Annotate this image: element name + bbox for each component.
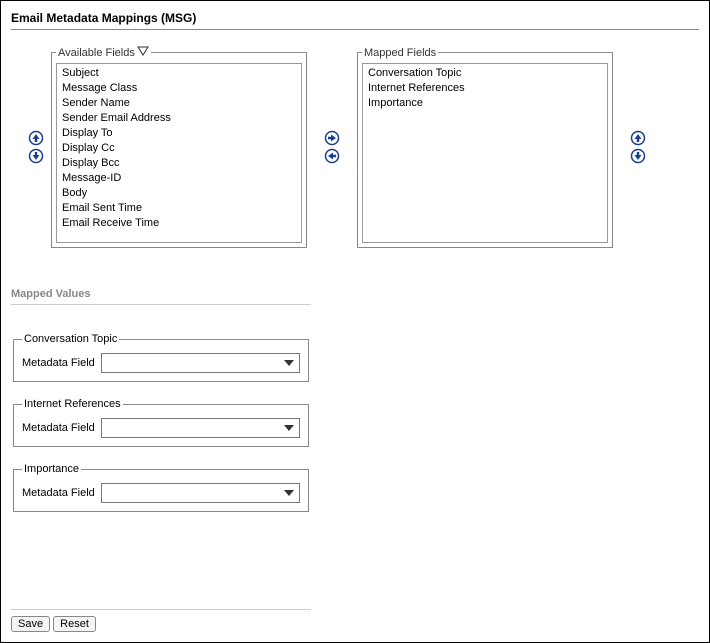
list-item[interactable]: Display Cc — [60, 141, 298, 156]
available-move-up-button[interactable] — [28, 130, 44, 146]
list-item[interactable]: Email Receive Time — [60, 216, 298, 231]
mapped-move-up-button[interactable] — [630, 130, 646, 146]
available-reorder-arrows — [21, 130, 51, 164]
metadata-field-select[interactable] — [101, 418, 300, 438]
move-to-mapped-button[interactable] — [324, 130, 340, 146]
available-move-down-button[interactable] — [28, 148, 44, 164]
chevron-down-icon — [281, 356, 297, 370]
list-item[interactable]: Email Sent Time — [60, 201, 298, 216]
list-item[interactable]: Display To — [60, 126, 298, 141]
mapped-value-row: Metadata Field — [22, 353, 300, 373]
mapped-fields-legend: Mapped Fields — [362, 47, 438, 59]
mapping-row: Available Fields SubjectMessage ClassSen… — [21, 46, 699, 248]
list-item[interactable]: Body — [60, 186, 298, 201]
metadata-field-select[interactable] — [101, 483, 300, 503]
metadata-field-select[interactable] — [101, 353, 300, 373]
mapped-reorder-arrows — [623, 130, 653, 164]
save-button[interactable]: Save — [11, 616, 50, 632]
list-item[interactable]: Conversation Topic — [366, 66, 604, 81]
available-fields-legend: Available Fields — [56, 46, 151, 59]
page-root: Email Metadata Mappings (MSG) Avail — [0, 0, 710, 643]
list-item[interactable]: Sender Name — [60, 96, 298, 111]
available-fields-legend-text: Available Fields — [58, 47, 135, 59]
sort-toggle-button[interactable] — [137, 46, 149, 59]
chevron-down-icon — [281, 486, 297, 500]
list-item[interactable]: Internet References — [366, 81, 604, 96]
list-item[interactable]: Display Bcc — [60, 156, 298, 171]
page-title: Email Metadata Mappings (MSG) — [11, 9, 699, 30]
mapped-value-legend: Importance — [22, 463, 81, 475]
arrow-right-icon — [324, 130, 340, 146]
arrow-down-icon — [28, 148, 44, 164]
mapped-fields-group: Mapped Fields Conversation TopicInternet… — [357, 47, 613, 248]
mapped-value-row: Metadata Field — [22, 483, 300, 503]
mapped-value-group: Conversation Topic Metadata Field — [13, 333, 309, 382]
footer-divider — [11, 609, 311, 610]
available-fields-group: Available Fields SubjectMessage ClassSen… — [51, 46, 307, 248]
mapped-move-down-button[interactable] — [630, 148, 646, 164]
arrow-down-icon — [630, 148, 646, 164]
list-item[interactable]: Subject — [60, 66, 298, 81]
reset-button[interactable]: Reset — [53, 616, 96, 632]
list-item[interactable]: Importance — [366, 96, 604, 111]
metadata-field-label: Metadata Field — [22, 422, 95, 434]
mapped-value-row: Metadata Field — [22, 418, 300, 438]
arrow-up-icon — [28, 130, 44, 146]
mapped-fields-listbox[interactable]: Conversation TopicInternet ReferencesImp… — [362, 63, 608, 243]
metadata-field-label: Metadata Field — [22, 357, 95, 369]
available-fields-listbox[interactable]: SubjectMessage ClassSender NameSender Em… — [56, 63, 302, 243]
mapped-value-legend: Internet References — [22, 398, 123, 410]
arrow-left-icon — [324, 148, 340, 164]
mapped-value-legend: Conversation Topic — [22, 333, 119, 345]
list-item[interactable]: Message Class — [60, 81, 298, 96]
mapped-value-group: Importance Metadata Field — [13, 463, 309, 512]
mapped-value-group: Internet References Metadata Field — [13, 398, 309, 447]
list-item[interactable]: Message-ID — [60, 171, 298, 186]
move-to-available-button[interactable] — [324, 148, 340, 164]
sort-desc-icon — [137, 46, 149, 56]
mapped-values-container: Conversation TopicMetadata FieldInternet… — [11, 333, 311, 512]
mapped-values-heading: Mapped Values — [11, 288, 311, 305]
metadata-field-label: Metadata Field — [22, 487, 95, 499]
transfer-arrows — [307, 130, 357, 164]
list-item[interactable]: Sender Email Address — [60, 111, 298, 126]
chevron-down-icon — [281, 421, 297, 435]
arrow-up-icon — [630, 130, 646, 146]
footer: Save Reset — [11, 609, 311, 632]
